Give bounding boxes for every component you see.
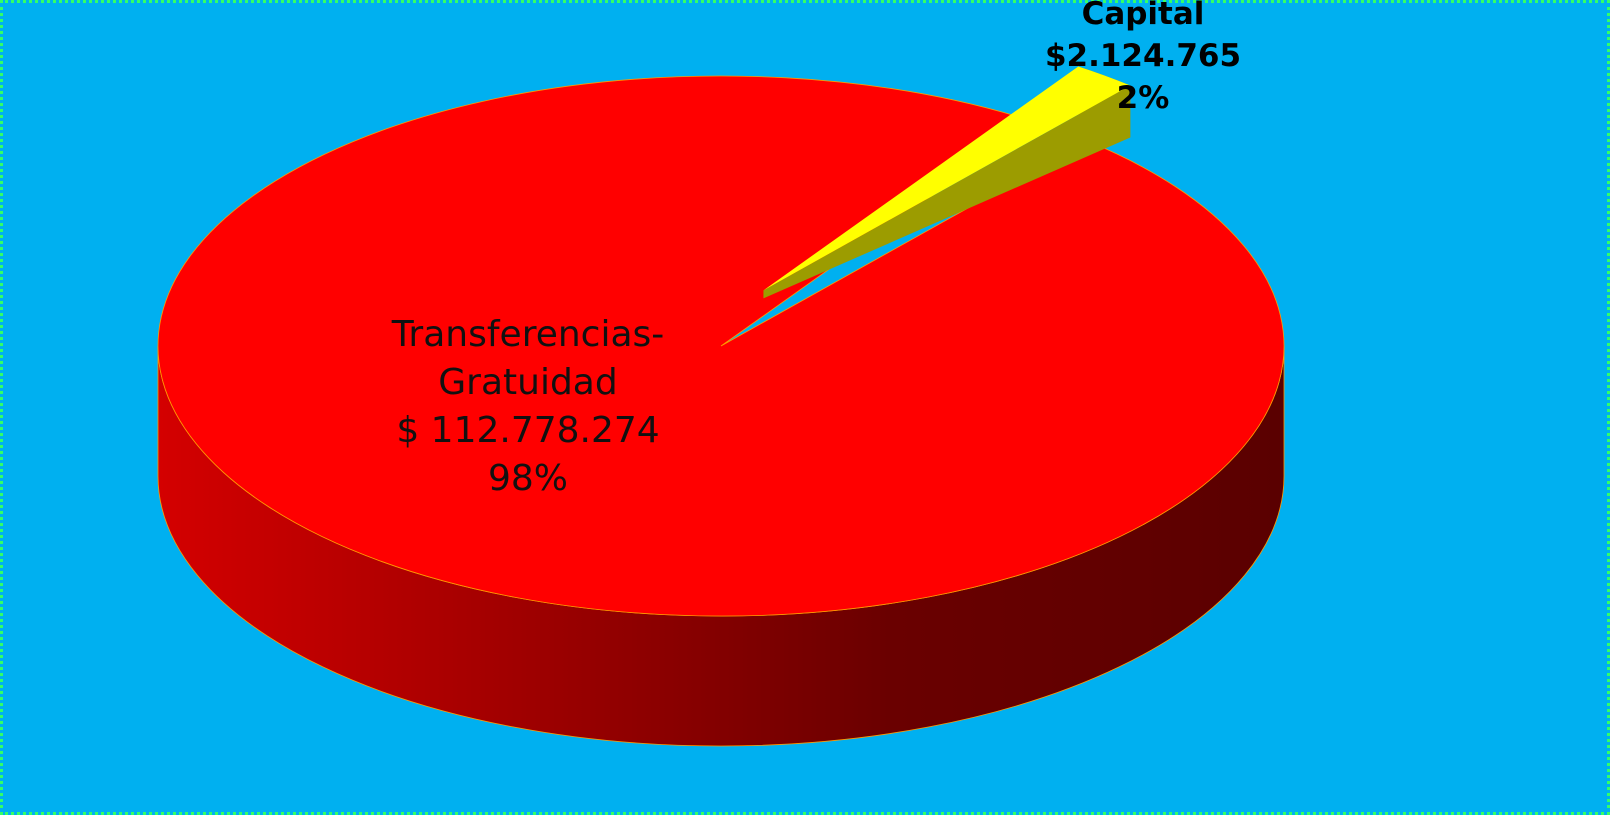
slice-label: Transferencias-Gratuidad $ 112.778.274 9… <box>363 311 693 503</box>
percent-label: 98% <box>487 458 568 499</box>
slice <box>157 75 1285 617</box>
slice <box>763 66 1131 291</box>
value-label: $ 112.778.274 <box>396 410 660 451</box>
percent-label: 2% <box>1116 80 1170 116</box>
category-label: Capital <box>1081 0 1205 32</box>
value-label: $2.124.765 <box>1044 38 1242 74</box>
slice-label: Capital $2.124.765 2% <box>1023 0 1263 119</box>
chart <box>157 66 1285 747</box>
category-label: Transferencias-Gratuidad <box>391 314 665 403</box>
slice-side <box>763 85 1131 299</box>
